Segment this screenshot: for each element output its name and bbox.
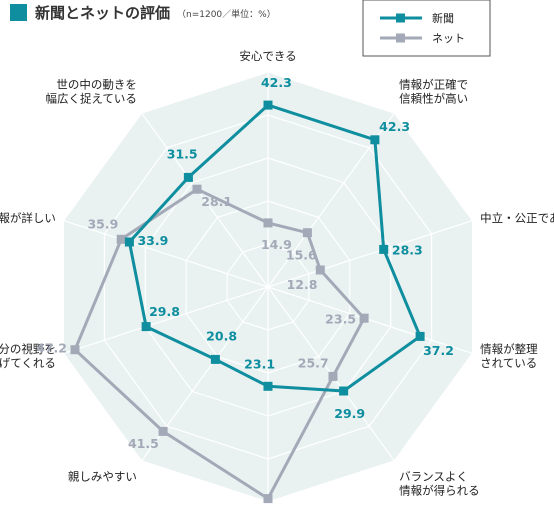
axis-label-1: 情報が正確で信頼性が高い: [399, 78, 468, 106]
value-labels: 42.3 42.3 28.3 37.2 29.9 23.1 20.8 29.8 33.9 31.5…: [36, 75, 454, 451]
legend-label-0: 新聞: [432, 11, 454, 25]
value-label-1-4: 25.7: [298, 356, 329, 371]
series-0-point-7: [141, 322, 151, 332]
axis-label-8: 情報が詳しい: [0, 211, 56, 225]
value-label-1-0: 14.9: [261, 237, 292, 252]
axis-label-2: 中立・公正である: [480, 211, 554, 225]
series-0-point-6: [210, 354, 220, 364]
axis-label-4: バランスよく情報が得られる: [399, 469, 480, 497]
value-label-0-7: 29.8: [149, 304, 180, 319]
value-label-1-3: 23.5: [325, 311, 356, 326]
axis-labels: 安心できる情報が正確で信頼性が高い中立・公正である情報が整理されているバランスよ…: [0, 49, 554, 497]
series-1-point-9: [192, 184, 202, 194]
value-label-0-9: 31.5: [167, 147, 198, 162]
value-label-0-1: 42.3: [379, 119, 410, 134]
value-label-0-3: 37.2: [423, 343, 454, 358]
legend-label-1: ネット: [432, 32, 465, 45]
value-label-0-5: 23.1: [244, 356, 275, 371]
value-label-1-2: 12.8: [287, 277, 318, 292]
series-1-point-2: [315, 265, 325, 275]
series-1-point-4: [328, 371, 338, 381]
legend-marker-1: [396, 33, 405, 43]
value-label-0-8: 33.9: [137, 233, 168, 248]
chart-note: （n=1200／単位：%）: [177, 8, 276, 20]
value-label-0-4: 29.9: [334, 406, 365, 421]
axis-label-0: 安心できる: [239, 49, 296, 63]
value-label-0-6: 20.8: [206, 329, 237, 344]
axis-label-7: 自分の視野を広げてくれる: [0, 342, 56, 370]
series-1-point-5: [263, 494, 273, 504]
series-0-point-5: [263, 381, 273, 391]
series-0: [124, 100, 425, 396]
axis-label-3: 情報が整理されている: [480, 342, 538, 370]
grid-spoke: [63, 220, 269, 288]
title-square-icon: [10, 4, 27, 21]
value-label-1-9: 28.1: [201, 194, 232, 209]
value-label-1-7: 47.2: [36, 341, 67, 356]
value-label-1-1: 15.6: [286, 248, 317, 263]
series-1-point-0: [263, 218, 273, 228]
series-0-point-4: [339, 386, 349, 396]
radar-grid: [62, 71, 474, 503]
series-1-point-1: [302, 228, 312, 238]
value-label-0-2: 28.3: [392, 243, 423, 258]
legend-box: [362, 0, 491, 57]
grid-spoke: [267, 220, 473, 288]
series-1-point-7: [70, 345, 80, 355]
radar-series: [70, 100, 425, 504]
series-0-point-3: [415, 331, 425, 341]
series-0-point-1: [370, 135, 380, 145]
grid-spoke: [267, 286, 473, 354]
series-0-point-8: [124, 237, 134, 247]
value-label-1-6: 41.5: [128, 436, 159, 451]
series-1-point-3: [359, 313, 369, 323]
chart-title: 新聞とネットの評価: [35, 4, 170, 22]
value-label-1-8: 35.9: [87, 217, 118, 232]
grid-spoke: [63, 286, 269, 354]
grid-spoke: [141, 112, 269, 288]
legend-marker-0: [396, 13, 405, 23]
value-label-0-0: 42.3: [261, 75, 292, 90]
axis-label-9: 世の中の動きを幅広く捉えている: [45, 78, 136, 106]
series-0-point-0: [263, 100, 273, 110]
series-1-point-6: [158, 426, 168, 436]
series-0-point-2: [379, 244, 389, 254]
series-0-point-9: [183, 172, 193, 182]
axis-label-6: 親しみやすい: [68, 469, 137, 483]
series-1-point-8: [116, 234, 126, 244]
